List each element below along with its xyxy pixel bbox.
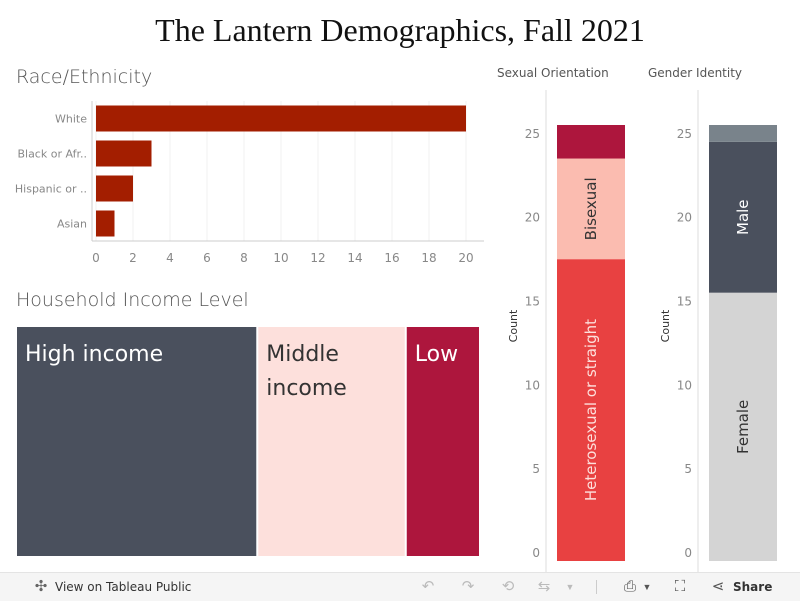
stacked-y-tick-label: 0 xyxy=(684,546,692,560)
gender-chart-title: Gender Identity xyxy=(648,66,743,80)
other-gender-segment xyxy=(709,125,777,142)
revert-icon[interactable]: ⟲ xyxy=(501,578,515,595)
undo-icon[interactable]: ↶ xyxy=(421,578,435,595)
income-high-block xyxy=(17,327,257,556)
race-x-tick-label: 12 xyxy=(310,251,325,265)
female-segment xyxy=(709,292,777,561)
income-middle-block xyxy=(258,327,405,556)
race-x-tick-label: 2 xyxy=(129,251,137,265)
race-category-label: Hispanic or .. xyxy=(15,183,87,196)
race-chart-title: Race/Ethnicity xyxy=(16,66,153,88)
race-bar xyxy=(96,210,115,237)
stacked-y-tick-label: 5 xyxy=(532,462,540,476)
race-x-tick-label: 10 xyxy=(273,251,288,265)
race-category-label: Black or Afr.. xyxy=(17,148,87,161)
stacked-y-tick-label: 20 xyxy=(677,211,692,225)
race-bar xyxy=(96,105,466,132)
stacked-y-tick-label: 25 xyxy=(677,127,692,141)
income-label: Low xyxy=(415,342,458,367)
male-segment xyxy=(709,141,777,293)
race-x-tick-label: 20 xyxy=(458,251,473,265)
refresh-icon[interactable]: ⇆ xyxy=(537,578,551,595)
tableau-toolbar: ✣ View on Tableau Public ↶ ↷ ⟲ ⇆ ▼ ⎙ ▼ ⛶… xyxy=(0,572,800,601)
income-chart-title: Household Income Level xyxy=(16,289,249,311)
segment-label: Bisexual xyxy=(582,177,600,240)
stacked-y-tick-label: 20 xyxy=(525,211,540,225)
toolbar-divider xyxy=(596,580,597,594)
view-on-tableau-public-link[interactable]: View on Tableau Public xyxy=(55,580,192,594)
fullscreen-icon[interactable]: ⛶ xyxy=(674,578,686,595)
share-icon[interactable]: ⋖ xyxy=(711,578,725,595)
stacked-y-tick-label: 15 xyxy=(677,294,692,308)
income-low-block xyxy=(406,327,479,556)
race-x-tick-label: 0 xyxy=(92,251,100,265)
segment-label: Heterosexual or straight xyxy=(582,319,600,501)
share-button[interactable]: Share xyxy=(733,580,773,594)
download-icon[interactable]: ⎙ xyxy=(623,578,636,595)
tableau-logo-icon: ✣ xyxy=(34,578,48,595)
stacked-y-tick-label: 10 xyxy=(677,378,692,392)
stacked-y-tick-label: 0 xyxy=(532,546,540,560)
stacked-y-tick-label: 25 xyxy=(525,127,540,141)
dashboard-title: The Lantern Demographics, Fall 2021 xyxy=(155,12,645,48)
race-bar xyxy=(96,175,133,202)
stacked-y-axis-title: Count xyxy=(507,309,520,342)
other-orientation-segment xyxy=(557,125,625,159)
race-x-tick-label: 14 xyxy=(347,251,362,265)
segment-label: Female xyxy=(734,400,752,454)
stacked-y-axis-title: Count xyxy=(659,309,672,342)
stacked-y-tick-label: 5 xyxy=(684,462,692,476)
heterosexual-segment xyxy=(557,259,625,561)
stacked-y-tick-label: 15 xyxy=(525,294,540,308)
redo-icon[interactable]: ↷ xyxy=(461,578,475,595)
race-x-tick-label: 16 xyxy=(384,251,399,265)
segment-label: Male xyxy=(734,199,752,235)
race-x-tick-label: 8 xyxy=(240,251,248,265)
income-label: Middle income xyxy=(266,342,347,401)
race-category-label: White xyxy=(55,113,87,126)
stacked-y-tick-label: 10 xyxy=(525,378,540,392)
race-x-tick-label: 18 xyxy=(421,251,436,265)
orientation-chart-title: Sexual Orientation xyxy=(497,66,609,80)
download-dropdown-icon[interactable]: ▼ xyxy=(642,582,652,592)
race-bar xyxy=(96,140,152,167)
income-label: High income xyxy=(25,342,163,367)
race-category-label: Asian xyxy=(57,218,87,231)
bisexual-segment xyxy=(557,158,625,260)
race-x-tick-label: 6 xyxy=(203,251,211,265)
refresh-dropdown-icon[interactable]: ▼ xyxy=(565,582,575,592)
race-x-tick-label: 4 xyxy=(166,251,174,265)
